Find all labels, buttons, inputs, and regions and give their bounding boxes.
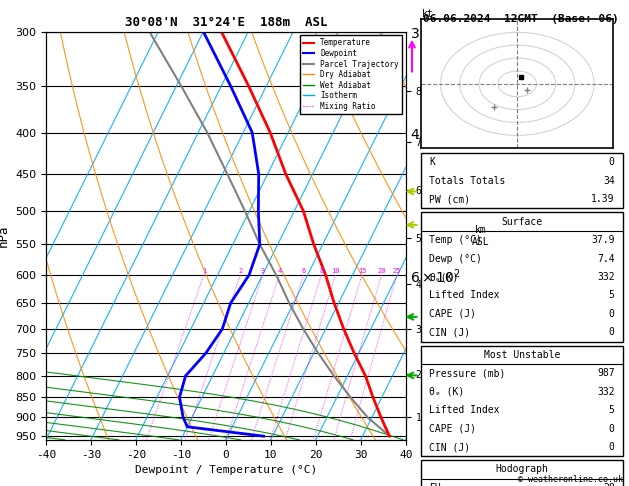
Y-axis label: km
ASL: km ASL xyxy=(472,225,489,246)
Text: 20: 20 xyxy=(377,268,386,274)
Text: 06.06.2024  12GMT  (Base: 06): 06.06.2024 12GMT (Base: 06) xyxy=(423,14,619,24)
Text: 7.4: 7.4 xyxy=(597,254,615,263)
Text: θₑ(K): θₑ(K) xyxy=(430,272,459,282)
Text: CAPE (J): CAPE (J) xyxy=(430,424,477,434)
Text: Lifted Index: Lifted Index xyxy=(430,405,500,415)
Text: Totals Totals: Totals Totals xyxy=(430,176,506,186)
Text: Temp (°C): Temp (°C) xyxy=(430,235,482,245)
Text: 1: 1 xyxy=(202,268,206,274)
Text: Lifted Index: Lifted Index xyxy=(430,291,500,300)
Title: 30°08'N  31°24'E  188m  ASL: 30°08'N 31°24'E 188m ASL xyxy=(125,16,327,29)
Text: 987: 987 xyxy=(597,368,615,378)
Text: 332: 332 xyxy=(597,387,615,397)
Text: 0: 0 xyxy=(609,309,615,319)
Text: Most Unstable: Most Unstable xyxy=(484,350,560,360)
Text: 37.9: 37.9 xyxy=(591,235,615,245)
Text: 8: 8 xyxy=(320,268,323,274)
Legend: Temperature, Dewpoint, Parcel Trajectory, Dry Adiabat, Wet Adiabat, Isotherm, Mi: Temperature, Dewpoint, Parcel Trajectory… xyxy=(299,35,402,114)
Y-axis label: hPa: hPa xyxy=(0,225,9,247)
Text: 332: 332 xyxy=(597,272,615,282)
Text: Dewp (°C): Dewp (°C) xyxy=(430,254,482,263)
Text: kt: kt xyxy=(421,9,433,18)
Text: θₑ (K): θₑ (K) xyxy=(430,387,465,397)
Text: 2: 2 xyxy=(238,268,242,274)
Text: 34: 34 xyxy=(603,176,615,186)
Text: Hodograph: Hodograph xyxy=(496,465,548,474)
Text: CAPE (J): CAPE (J) xyxy=(430,309,477,319)
Text: EH: EH xyxy=(430,483,441,486)
Text: © weatheronline.co.uk: © weatheronline.co.uk xyxy=(518,474,623,484)
Text: 0: 0 xyxy=(609,442,615,452)
Text: 25: 25 xyxy=(392,268,401,274)
Text: 4: 4 xyxy=(277,268,282,274)
Text: CIN (J): CIN (J) xyxy=(430,328,470,337)
Text: 0: 0 xyxy=(609,424,615,434)
Text: 6: 6 xyxy=(301,268,306,274)
Text: 0: 0 xyxy=(609,328,615,337)
X-axis label: Dewpoint / Temperature (°C): Dewpoint / Temperature (°C) xyxy=(135,465,317,475)
Text: 5: 5 xyxy=(609,405,615,415)
Text: K: K xyxy=(430,157,435,167)
Text: 15: 15 xyxy=(358,268,366,274)
Text: 3: 3 xyxy=(261,268,265,274)
Text: CIN (J): CIN (J) xyxy=(430,442,470,452)
Text: 0: 0 xyxy=(609,157,615,167)
Text: 28: 28 xyxy=(603,483,615,486)
Text: Surface: Surface xyxy=(501,217,543,226)
Text: Pressure (mb): Pressure (mb) xyxy=(430,368,506,378)
Text: 1.39: 1.39 xyxy=(591,194,615,204)
Text: 10: 10 xyxy=(331,268,340,274)
Text: 5: 5 xyxy=(609,291,615,300)
Text: PW (cm): PW (cm) xyxy=(430,194,470,204)
